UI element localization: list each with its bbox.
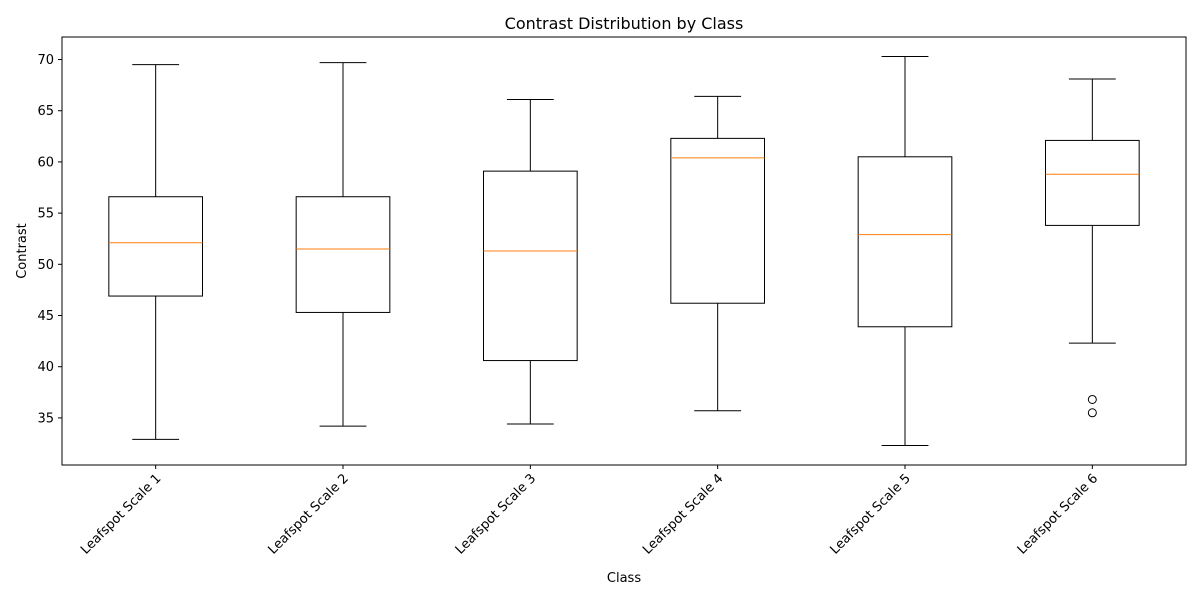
box-group bbox=[108, 64, 203, 440]
x-tick-label: Leafspot Scale 6 bbox=[1015, 471, 1101, 557]
y-tick-label: 50 bbox=[37, 258, 54, 273]
box-group bbox=[1045, 78, 1140, 418]
x-tick-label: Leafspot Scale 5 bbox=[827, 471, 913, 557]
x-tick-label: Leafspot Scale 3 bbox=[453, 471, 539, 557]
outlier-point bbox=[1087, 394, 1097, 404]
box-group bbox=[295, 62, 391, 427]
y-tick-label: 35 bbox=[37, 411, 54, 426]
iqr-box bbox=[857, 156, 953, 328]
boxes bbox=[108, 55, 1140, 447]
box-group bbox=[670, 95, 765, 412]
iqr-box bbox=[483, 170, 578, 362]
x-axis-title: Class bbox=[607, 571, 641, 586]
y-tick-label: 40 bbox=[37, 360, 54, 375]
y-tick-label: 45 bbox=[37, 309, 54, 324]
y-axis: 35 40 45 50 55 60 65 70 bbox=[37, 53, 62, 426]
chart-title: Contrast Distribution by Class bbox=[505, 14, 744, 33]
iqr-box bbox=[1045, 139, 1140, 226]
plot-area bbox=[61, 36, 1187, 466]
x-tick-label: Leafspot Scale 4 bbox=[640, 471, 726, 557]
x-axis: Leafspot Scale 1 Leafspot Scale 2 Leafspot… bbox=[78, 465, 1101, 558]
y-tick-label: 55 bbox=[37, 207, 54, 222]
y-axis-title: Contrast bbox=[15, 223, 30, 279]
outlier-point bbox=[1087, 408, 1097, 418]
x-tick-label: Leafspot Scale 2 bbox=[265, 471, 351, 557]
y-tick-label: 60 bbox=[37, 155, 54, 170]
iqr-box bbox=[295, 196, 391, 313]
box-group bbox=[857, 55, 953, 447]
iqr-box bbox=[670, 137, 765, 304]
iqr-box bbox=[108, 196, 203, 297]
x-tick-label: Leafspot Scale 1 bbox=[78, 471, 164, 557]
box-group bbox=[483, 98, 578, 425]
y-tick-label: 65 bbox=[37, 104, 54, 119]
y-tick-label: 70 bbox=[37, 53, 54, 68]
